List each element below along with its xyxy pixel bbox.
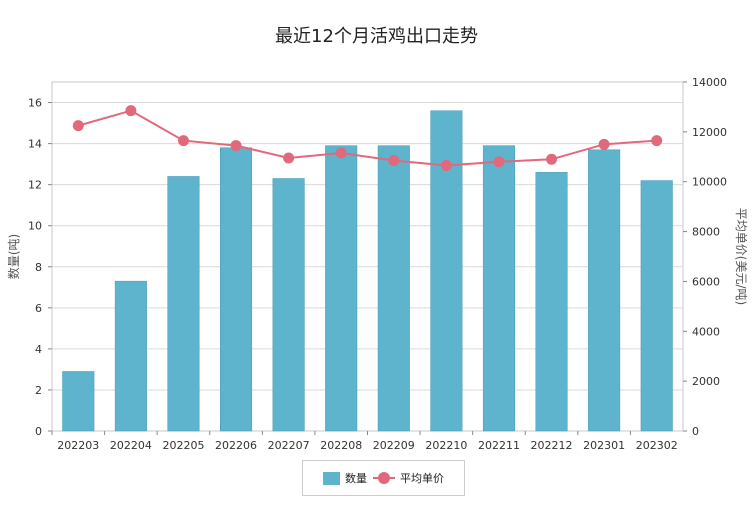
y-tick-label: 0	[35, 425, 42, 438]
x-tick-label: 202206	[215, 439, 257, 452]
avg-price-point	[546, 153, 558, 165]
legend-line-marker-icon	[373, 472, 395, 484]
y2-tick-label: 10000	[692, 176, 727, 189]
bar	[535, 172, 568, 432]
y2-axis-title: 平均单价(美元/吨)	[734, 208, 748, 305]
chart-title: 最近12个月活鸡出口走势	[275, 26, 478, 47]
y-tick-label: 12	[28, 179, 42, 192]
y2-tick-label: 14000	[692, 76, 727, 89]
legend-label-avg-price: 平均单价	[400, 472, 444, 485]
y-axis-title: 数量(吨)	[6, 234, 21, 279]
y-tick-label: 10	[28, 220, 42, 233]
avg-price-point	[493, 156, 505, 168]
bar	[62, 371, 95, 432]
avg-price-point	[230, 140, 242, 152]
legend-label-quantity: 数量	[345, 472, 367, 485]
y2-tick-label: 2000	[692, 375, 720, 388]
avg-price-point	[283, 152, 295, 164]
x-tick-label: 202301	[583, 439, 625, 452]
legend[interactable]: 数量 平均单价	[302, 460, 465, 496]
y2-tick-label: 6000	[692, 275, 720, 288]
avg-price-point	[388, 155, 400, 167]
avg-price-point	[177, 135, 189, 147]
y-tick-label: 8	[35, 261, 42, 274]
legend-item-quantity[interactable]: 数量	[323, 470, 367, 486]
x-tick-label: 202203	[57, 439, 99, 452]
y2-tick-label: 8000	[692, 226, 720, 239]
bar	[482, 145, 515, 432]
y-tick-label: 14	[28, 138, 42, 151]
x-tick-label: 202211	[478, 439, 520, 452]
bar	[220, 147, 253, 432]
bar	[114, 280, 147, 432]
avg-price-point	[651, 135, 663, 147]
y2-tick-label: 12000	[692, 126, 727, 139]
x-tick-label: 202302	[636, 439, 678, 452]
bar	[588, 149, 621, 432]
y2-tick-label: 0	[692, 425, 699, 438]
avg-price-point	[72, 120, 84, 132]
avg-price-point	[335, 147, 347, 159]
x-tick-label: 202212	[531, 439, 573, 452]
y-tick-label: 6	[35, 302, 42, 315]
legend-item-avg-price[interactable]: 平均单价	[373, 470, 444, 486]
avg-price-point	[598, 138, 610, 150]
bar	[430, 110, 463, 432]
y-tick-label: 2	[35, 384, 42, 397]
x-tick-label: 202207	[268, 439, 310, 452]
bar	[640, 180, 673, 432]
bar	[167, 176, 200, 432]
x-tick-label: 202204	[110, 439, 152, 452]
x-tick-label: 202208	[320, 439, 362, 452]
avg-price-line	[78, 109, 657, 167]
x-tick-label: 202210	[425, 439, 467, 452]
avg-price-point	[125, 105, 137, 117]
y-tick-label: 4	[35, 343, 42, 356]
x-tick-label: 202209	[373, 439, 415, 452]
avg-price-point	[440, 160, 452, 172]
bar	[377, 145, 410, 432]
x-tick-label: 202205	[162, 439, 204, 452]
bar	[272, 178, 305, 432]
bar	[325, 145, 358, 432]
y-tick-label: 16	[28, 97, 42, 110]
legend-bar-swatch	[323, 471, 340, 485]
y2-tick-label: 4000	[692, 325, 720, 338]
